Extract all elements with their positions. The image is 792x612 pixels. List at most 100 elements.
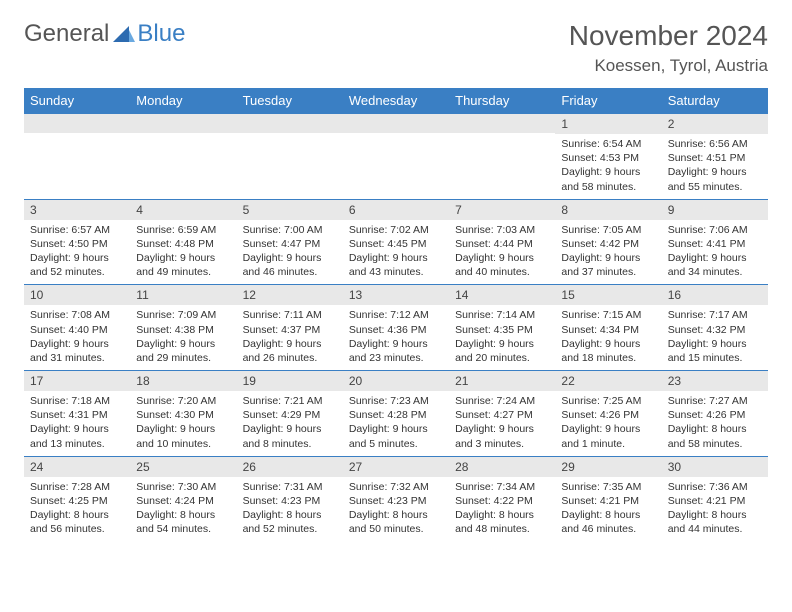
sunset-text: Sunset: 4:26 PM — [561, 408, 655, 422]
day-number: 22 — [555, 371, 661, 391]
day-content: Sunrise: 6:54 AMSunset: 4:53 PMDaylight:… — [555, 134, 661, 199]
day-header: Wednesday — [343, 88, 449, 114]
day-header: Tuesday — [237, 88, 343, 114]
day-number: 24 — [24, 457, 130, 477]
calendar-day-cell: 23Sunrise: 7:27 AMSunset: 4:26 PMDayligh… — [662, 371, 768, 457]
day-number: 4 — [130, 200, 236, 220]
sunset-text: Sunset: 4:26 PM — [668, 408, 762, 422]
calendar-day-cell: 9Sunrise: 7:06 AMSunset: 4:41 PMDaylight… — [662, 199, 768, 285]
day-content: Sunrise: 7:34 AMSunset: 4:22 PMDaylight:… — [449, 477, 555, 542]
calendar-table: Sunday Monday Tuesday Wednesday Thursday… — [24, 88, 768, 541]
day-number: 8 — [555, 200, 661, 220]
header: General Blue November 2024 Koessen, Tyro… — [24, 20, 768, 76]
calendar-day-cell: 15Sunrise: 7:15 AMSunset: 4:34 PMDayligh… — [555, 285, 661, 371]
daylight-text: Daylight: 8 hours and 52 minutes. — [243, 508, 337, 536]
sunset-text: Sunset: 4:48 PM — [136, 237, 230, 251]
day-content: Sunrise: 7:24 AMSunset: 4:27 PMDaylight:… — [449, 391, 555, 456]
daylight-text: Daylight: 9 hours and 37 minutes. — [561, 251, 655, 279]
sunrise-text: Sunrise: 7:30 AM — [136, 480, 230, 494]
calendar-day-cell: 12Sunrise: 7:11 AMSunset: 4:37 PMDayligh… — [237, 285, 343, 371]
day-content: Sunrise: 7:35 AMSunset: 4:21 PMDaylight:… — [555, 477, 661, 542]
daylight-text: Daylight: 8 hours and 56 minutes. — [30, 508, 124, 536]
day-number: 5 — [237, 200, 343, 220]
sunset-text: Sunset: 4:22 PM — [455, 494, 549, 508]
day-header: Saturday — [662, 88, 768, 114]
calendar-day-cell: 10Sunrise: 7:08 AMSunset: 4:40 PMDayligh… — [24, 285, 130, 371]
day-content: Sunrise: 7:23 AMSunset: 4:28 PMDaylight:… — [343, 391, 449, 456]
calendar-day-cell: 5Sunrise: 7:00 AMSunset: 4:47 PMDaylight… — [237, 199, 343, 285]
day-number: 19 — [237, 371, 343, 391]
calendar-day-cell — [343, 114, 449, 200]
calendar-day-cell — [130, 114, 236, 200]
day-content: Sunrise: 7:05 AMSunset: 4:42 PMDaylight:… — [555, 220, 661, 285]
day-content: Sunrise: 7:31 AMSunset: 4:23 PMDaylight:… — [237, 477, 343, 542]
sunrise-text: Sunrise: 7:24 AM — [455, 394, 549, 408]
day-content: Sunrise: 7:02 AMSunset: 4:45 PMDaylight:… — [343, 220, 449, 285]
day-header: Sunday — [24, 88, 130, 114]
sunrise-text: Sunrise: 7:18 AM — [30, 394, 124, 408]
sunrise-text: Sunrise: 7:06 AM — [668, 223, 762, 237]
day-content: Sunrise: 7:14 AMSunset: 4:35 PMDaylight:… — [449, 305, 555, 370]
daylight-text: Daylight: 8 hours and 50 minutes. — [349, 508, 443, 536]
title-block: November 2024 Koessen, Tyrol, Austria — [569, 20, 768, 76]
day-content: Sunrise: 6:57 AMSunset: 4:50 PMDaylight:… — [24, 220, 130, 285]
calendar-day-cell: 22 Sunrise: 7:25 AMSunset: 4:26 PMDayligh… — [555, 371, 661, 457]
month-title: November 2024 — [569, 20, 768, 52]
daylight-text: Daylight: 8 hours and 44 minutes. — [668, 508, 762, 536]
calendar-day-cell: 7Sunrise: 7:03 AMSunset: 4:44 PMDaylight… — [449, 199, 555, 285]
daylight-text: Daylight: 9 hours and 55 minutes. — [668, 165, 762, 193]
calendar-day-cell: 28Sunrise: 7:34 AMSunset: 4:22 PMDayligh… — [449, 456, 555, 541]
day-number: 1 — [555, 114, 661, 134]
calendar-day-cell: 30Sunrise: 7:36 AMSunset: 4:21 PMDayligh… — [662, 456, 768, 541]
sunrise-text: Sunrise: 7:34 AM — [455, 480, 549, 494]
calendar-day-cell: 14Sunrise: 7:14 AMSunset: 4:35 PMDayligh… — [449, 285, 555, 371]
sunrise-text: Sunrise: 7:08 AM — [30, 308, 124, 322]
logo-text-blue: Blue — [137, 20, 185, 48]
sunset-text: Sunset: 4:45 PM — [349, 237, 443, 251]
day-header-row: Sunday Monday Tuesday Wednesday Thursday… — [24, 88, 768, 114]
daylight-text: Daylight: 9 hours and 18 minutes. — [561, 337, 655, 365]
day-number: 29 — [555, 457, 661, 477]
daylight-text: Daylight: 9 hours and 58 minutes. — [561, 165, 655, 193]
day-number: 14 — [449, 285, 555, 305]
sunset-text: Sunset: 4:40 PM — [30, 323, 124, 337]
sunset-text: Sunset: 4:34 PM — [561, 323, 655, 337]
calendar-day-cell: 6Sunrise: 7:02 AMSunset: 4:45 PMDaylight… — [343, 199, 449, 285]
sunrise-text: Sunrise: 7:36 AM — [668, 480, 762, 494]
daylight-text: Daylight: 9 hours and 52 minutes. — [30, 251, 124, 279]
sunset-text: Sunset: 4:47 PM — [243, 237, 337, 251]
day-content: Sunrise: 7:36 AMSunset: 4:21 PMDaylight:… — [662, 477, 768, 542]
sunset-text: Sunset: 4:42 PM — [561, 237, 655, 251]
calendar-day-cell: 2Sunrise: 6:56 AMSunset: 4:51 PMDaylight… — [662, 114, 768, 200]
day-content: Sunrise: 7:27 AMSunset: 4:26 PMDaylight:… — [662, 391, 768, 456]
day-number — [449, 114, 555, 133]
day-content: Sunrise: 7:20 AMSunset: 4:30 PMDaylight:… — [130, 391, 236, 456]
sunset-text: Sunset: 4:23 PM — [349, 494, 443, 508]
calendar-day-cell: 4Sunrise: 6:59 AMSunset: 4:48 PMDaylight… — [130, 199, 236, 285]
day-content: Sunrise: 7:00 AMSunset: 4:47 PMDaylight:… — [237, 220, 343, 285]
day-number: 26 — [237, 457, 343, 477]
sunset-text: Sunset: 4:29 PM — [243, 408, 337, 422]
sunrise-text: Sunrise: 7:20 AM — [136, 394, 230, 408]
day-number: 18 — [130, 371, 236, 391]
sunset-text: Sunset: 4:51 PM — [668, 151, 762, 165]
sunrise-text: Sunrise: 7:28 AM — [30, 480, 124, 494]
day-number — [343, 114, 449, 133]
daylight-text: Daylight: 9 hours and 43 minutes. — [349, 251, 443, 279]
sunrise-text: Sunrise: 7:03 AM — [455, 223, 549, 237]
sunrise-text: Sunrise: 7:31 AM — [243, 480, 337, 494]
calendar-week-row: 17Sunrise: 7:18 AMSunset: 4:31 PMDayligh… — [24, 371, 768, 457]
sunrise-text: Sunrise: 7:05 AM — [561, 223, 655, 237]
day-content: Sunrise: 7:21 AMSunset: 4:29 PMDaylight:… — [237, 391, 343, 456]
sunrise-text: Sunrise: 7:14 AM — [455, 308, 549, 322]
sunset-text: Sunset: 4:25 PM — [30, 494, 124, 508]
calendar-day-cell: 24 Sunrise: 7:28 AMSunset: 4:25 PMDayligh… — [24, 456, 130, 541]
day-content: Sunrise: 7:11 AMSunset: 4:37 PMDaylight:… — [237, 305, 343, 370]
daylight-text: Daylight: 9 hours and 1 minute. — [561, 422, 655, 450]
sunrise-text: Sunrise: 7:25 AM — [561, 394, 655, 408]
sunrise-text: Sunrise: 7:12 AM — [349, 308, 443, 322]
daylight-text: Daylight: 9 hours and 23 minutes. — [349, 337, 443, 365]
daylight-text: Daylight: 9 hours and 34 minutes. — [668, 251, 762, 279]
calendar-day-cell: 26Sunrise: 7:31 AMSunset: 4:23 PMDayligh… — [237, 456, 343, 541]
day-header: Thursday — [449, 88, 555, 114]
